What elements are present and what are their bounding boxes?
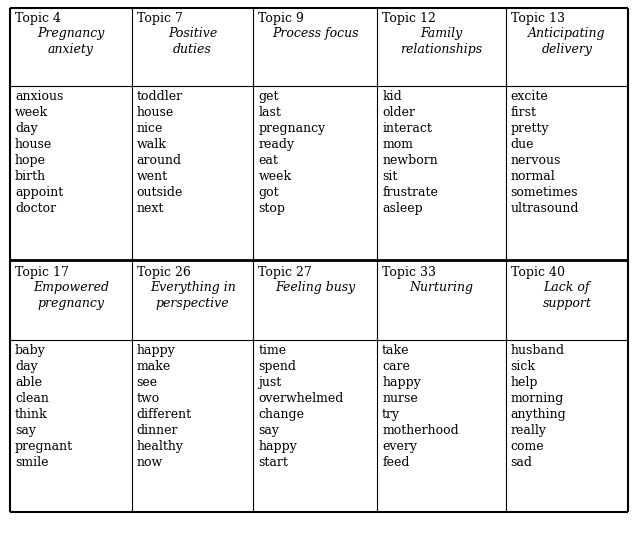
Text: anxious
week
day
house
hope
birth
appoint
doctor: anxious week day house hope birth appoin…	[15, 90, 63, 215]
Text: take
care
happy
nurse
try
motherhood
every
feed: take care happy nurse try motherhood eve…	[382, 344, 459, 469]
Text: Positive
duties: Positive duties	[168, 27, 217, 56]
Text: kid
older
interact
mom
newborn
sit
frustrate
asleep: kid older interact mom newborn sit frust…	[382, 90, 438, 215]
Text: Topic 4: Topic 4	[15, 12, 61, 25]
Text: Topic 9: Topic 9	[259, 12, 305, 25]
Text: Topic 13: Topic 13	[511, 12, 564, 25]
Text: Topic 12: Topic 12	[382, 12, 436, 25]
Text: husband
sick
help
morning
anything
really
come
sad: husband sick help morning anything reall…	[511, 344, 566, 469]
Text: Topic 27: Topic 27	[259, 266, 312, 279]
Text: Topic 26: Topic 26	[137, 266, 191, 279]
Text: Pregnancy
anxiety: Pregnancy anxiety	[37, 27, 104, 56]
Text: Anticipating
delivery: Anticipating delivery	[528, 27, 605, 56]
Text: Family
relationships: Family relationships	[400, 27, 483, 56]
Text: get
last
pregnancy
ready
eat
week
got
stop: get last pregnancy ready eat week got st…	[259, 90, 326, 215]
Text: Everything in
perspective: Everything in perspective	[150, 281, 236, 310]
Text: excite
first
pretty
due
nervous
normal
sometimes
ultrasound: excite first pretty due nervous normal s…	[511, 90, 579, 215]
Text: Empowered
pregnancy: Empowered pregnancy	[33, 281, 109, 310]
Text: toddler
house
nice
walk
around
went
outside
next: toddler house nice walk around went outs…	[137, 90, 183, 215]
Text: Feeling busy: Feeling busy	[275, 281, 355, 294]
Text: Topic 7: Topic 7	[137, 12, 182, 25]
Text: Topic 17: Topic 17	[15, 266, 69, 279]
Text: happy
make
see
two
different
dinner
healthy
now: happy make see two different dinner heal…	[137, 344, 192, 469]
Text: Process focus: Process focus	[272, 27, 358, 40]
Text: Lack of
support: Lack of support	[542, 281, 591, 310]
Text: Topic 33: Topic 33	[382, 266, 436, 279]
Text: baby
day
able
clean
think
say
pregnant
smile: baby day able clean think say pregnant s…	[15, 344, 73, 469]
Text: time
spend
just
overwhelmed
change
say
happy
start: time spend just overwhelmed change say h…	[259, 344, 344, 469]
Text: Topic 40: Topic 40	[511, 266, 564, 279]
Text: Nurturing: Nurturing	[410, 281, 474, 294]
